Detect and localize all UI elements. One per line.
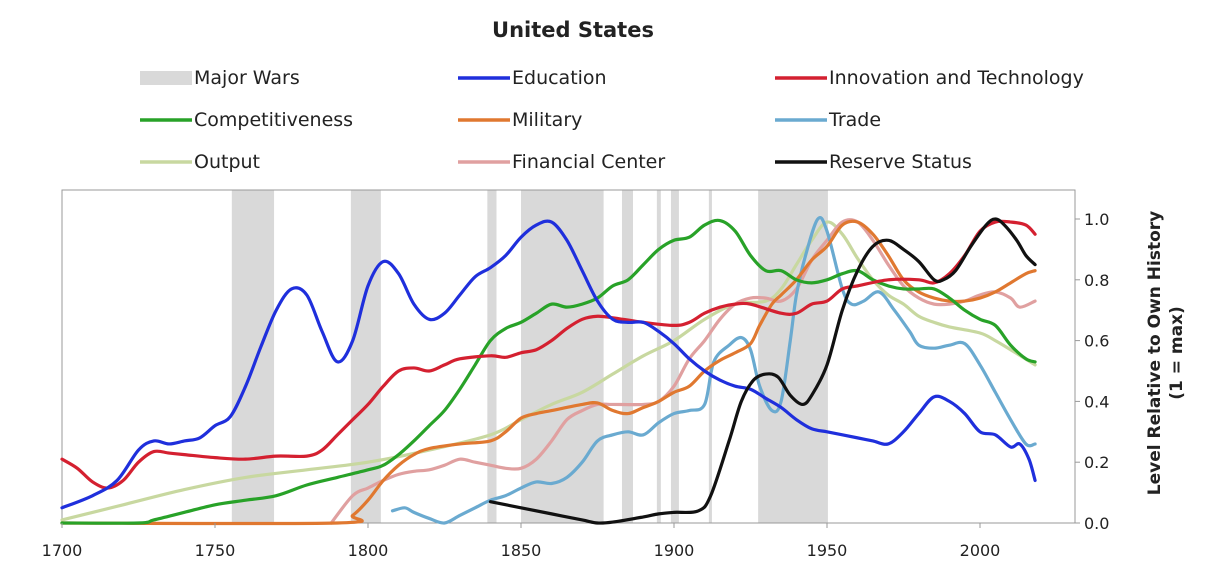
plot-frame: [61, 189, 1076, 524]
war-band: [708, 190, 712, 523]
legend-label: Military: [512, 109, 582, 131]
war-bands: [231, 190, 828, 523]
series-line-reserve-status: [488, 217, 1037, 525]
war-band: [231, 190, 275, 523]
legend: Major Wars Education Innovation and Techno…: [140, 67, 1084, 173]
x-tick-label: 1900: [654, 541, 695, 560]
x-tick-label: 1850: [501, 541, 542, 560]
x-tick-label: 1800: [348, 541, 389, 560]
legend-label: Education: [512, 67, 607, 89]
x-tick-label: 2000: [960, 541, 1001, 560]
x-tick-label: 1750: [195, 541, 236, 560]
legend-label: Financial Center: [512, 151, 665, 173]
legend-item: Trade: [775, 109, 881, 131]
series-line-education: [60, 219, 1037, 510]
war-band: [656, 190, 661, 523]
y-tick-label: 0.0: [1084, 514, 1109, 533]
war-band: [670, 190, 679, 523]
legend-label: Competitiveness: [194, 109, 353, 131]
war-band: [758, 190, 828, 523]
chart-title: United States: [492, 18, 654, 42]
legend-label: Reserve Status: [829, 151, 972, 173]
series-lines: [60, 215, 1037, 526]
series-line-financial-center: [329, 218, 1037, 525]
series-line-competitiveness: [60, 218, 1037, 525]
legend-item: Major Wars: [140, 67, 300, 89]
legend-item: Innovation and Technology: [775, 67, 1084, 89]
legend-item: Reserve Status: [775, 151, 972, 173]
legend-item: Military: [458, 109, 582, 131]
series-line-innovation-and-technology: [60, 219, 1037, 490]
y-axis-title-line2: (1 = max): [1167, 306, 1187, 400]
y-tick-label: 0.8: [1084, 271, 1109, 290]
legend-item: Output: [140, 151, 260, 173]
y-axis-title: Level Relative to Own History: [1145, 211, 1165, 495]
y-tick-label: 0.2: [1084, 453, 1109, 472]
legend-label: Trade: [828, 109, 881, 131]
war-band: [521, 190, 604, 523]
legend-item: Competitiveness: [140, 109, 353, 131]
legend-item: Education: [458, 67, 607, 89]
war-band: [621, 190, 633, 523]
y-tick-label: 0.4: [1084, 392, 1109, 411]
legend-item: Financial Center: [458, 151, 665, 173]
x-axis: 1700 1750 1800 1850 1900 1950 2000: [42, 523, 1001, 560]
y-axis: 0.0 0.2 0.4 0.6 0.8 1.0: [1075, 210, 1109, 533]
y-tick-label: 0.6: [1084, 332, 1109, 351]
legend-label: Output: [194, 151, 260, 173]
series-line-trade: [390, 215, 1037, 525]
legend-swatch: [140, 71, 192, 85]
x-tick-label: 1950: [807, 541, 848, 560]
legend-label: Major Wars: [194, 67, 300, 89]
series-line-output: [60, 220, 1037, 522]
y-tick-label: 1.0: [1084, 210, 1109, 229]
x-tick-label: 1700: [42, 541, 83, 560]
legend-label: Innovation and Technology: [829, 67, 1084, 89]
